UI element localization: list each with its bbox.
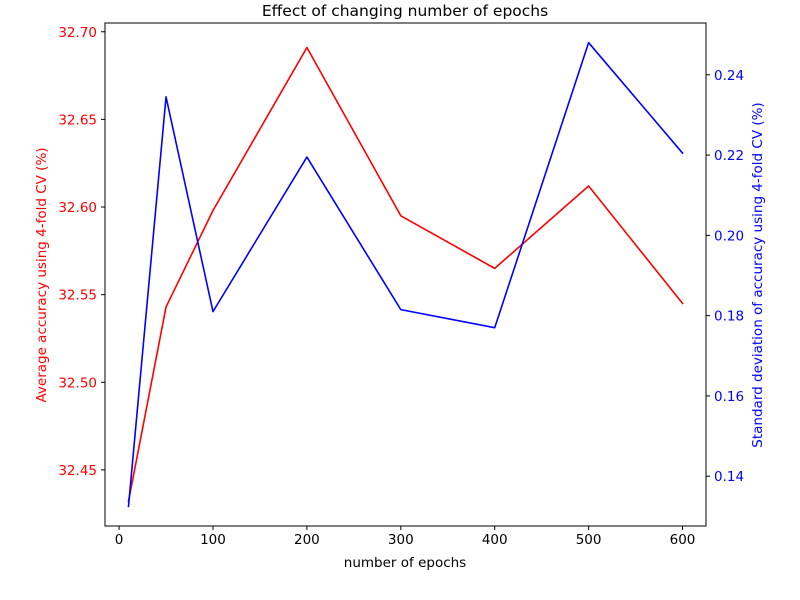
x-tick-label: 500 (576, 532, 602, 548)
x-tick-label: 400 (482, 532, 508, 548)
left-y-tick-label: 32.55 (58, 288, 97, 304)
x-tick-label: 100 (200, 532, 226, 548)
x-tick-label: 200 (294, 532, 320, 548)
left-y-tick-label: 32.65 (58, 112, 97, 128)
std-deviation-line (127, 41, 684, 508)
plot-frame (104, 22, 707, 527)
left-y-tick-label: 32.50 (58, 375, 97, 391)
left-axis-label: Average accuracy using 4-fold CV (%) (34, 147, 50, 402)
left-y-tick-label: 32.60 (58, 200, 97, 216)
left-y-tick-label: 32.45 (58, 463, 97, 479)
right-y-tick-label: 0.16 (714, 389, 744, 405)
left-y-tick-label: 32.70 (58, 25, 97, 41)
right-y-tick-label: 0.24 (714, 68, 744, 84)
x-tick-label: 600 (670, 532, 696, 548)
right-y-tick-label: 0.22 (714, 148, 744, 164)
chart-title: Effect of changing number of epochs (262, 2, 548, 20)
accuracy-line (127, 46, 684, 503)
right-y-tick-label: 0.20 (714, 228, 744, 244)
right-y-tick-label: 0.18 (714, 309, 744, 325)
x-tick-label: 0 (115, 532, 124, 548)
right-y-tick-label: 0.14 (714, 469, 744, 485)
x-tick-label: 300 (388, 532, 414, 548)
x-axis-label: number of epochs (344, 555, 466, 571)
right-axis-label: Standard deviation of accuracy using 4-f… (750, 102, 766, 447)
